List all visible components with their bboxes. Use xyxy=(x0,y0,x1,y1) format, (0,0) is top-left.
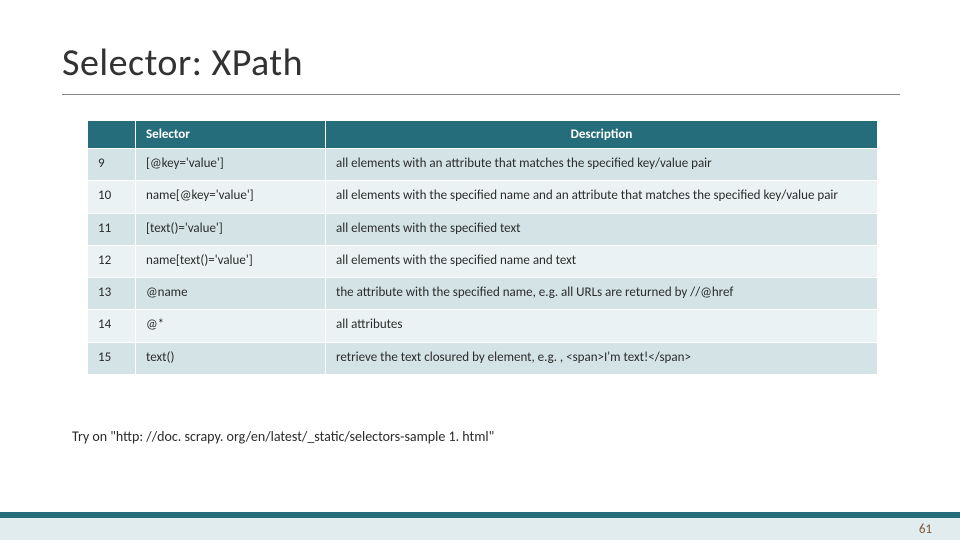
cell-description: all elements with the specified name and… xyxy=(326,181,878,213)
cell-selector: name[text()='value'] xyxy=(136,245,326,277)
cell-selector: @name xyxy=(136,278,326,310)
table-row: 9 [@key='value'] all elements with an at… xyxy=(88,149,878,181)
footnote: Try on "http: //doc. scrapy. org/en/late… xyxy=(72,428,494,445)
cell-selector: [@key='value'] xyxy=(136,149,326,181)
cell-description: all attributes xyxy=(326,310,878,342)
table-row: 11 [text()='value'] all elements with th… xyxy=(88,213,878,245)
xpath-table-wrap: Selector Description 9 [@key='value'] al… xyxy=(87,120,877,375)
col-header-selector: Selector xyxy=(136,121,326,149)
cell-index: 11 xyxy=(88,213,136,245)
title-underline xyxy=(62,94,900,95)
col-header-index xyxy=(88,121,136,149)
cell-description: all elements with the specified text xyxy=(326,213,878,245)
cell-index: 13 xyxy=(88,278,136,310)
cell-description: the attribute with the specified name, e… xyxy=(326,278,878,310)
table-row: 14 @* all attributes xyxy=(88,310,878,342)
cell-selector: text() xyxy=(136,342,326,374)
cell-description: all elements with an attribute that matc… xyxy=(326,149,878,181)
slide: Selector: XPath Selector Description 9 [… xyxy=(0,0,960,540)
table-row: 12 name[text()='value'] all elements wit… xyxy=(88,245,878,277)
cell-description: all elements with the specified name and… xyxy=(326,245,878,277)
page-number: 61 xyxy=(919,522,932,537)
cell-index: 15 xyxy=(88,342,136,374)
cell-description: retrieve the text closured by element, e… xyxy=(326,342,878,374)
cell-index: 9 xyxy=(88,149,136,181)
cell-selector: name[@key='value'] xyxy=(136,181,326,213)
cell-index: 14 xyxy=(88,310,136,342)
cell-selector: [text()='value'] xyxy=(136,213,326,245)
cell-index: 10 xyxy=(88,181,136,213)
cell-index: 12 xyxy=(88,245,136,277)
table-row: 10 name[@key='value'] all elements with … xyxy=(88,181,878,213)
cell-selector: @* xyxy=(136,310,326,342)
slide-title: Selector: XPath xyxy=(62,40,303,86)
table-row: 13 @name the attribute with the specifie… xyxy=(88,278,878,310)
col-header-description: Description xyxy=(326,121,878,149)
table-header-row: Selector Description xyxy=(88,121,878,149)
table-row: 15 text() retrieve the text closured by … xyxy=(88,342,878,374)
footer-strip xyxy=(0,518,960,540)
xpath-table: Selector Description 9 [@key='value'] al… xyxy=(87,120,878,375)
